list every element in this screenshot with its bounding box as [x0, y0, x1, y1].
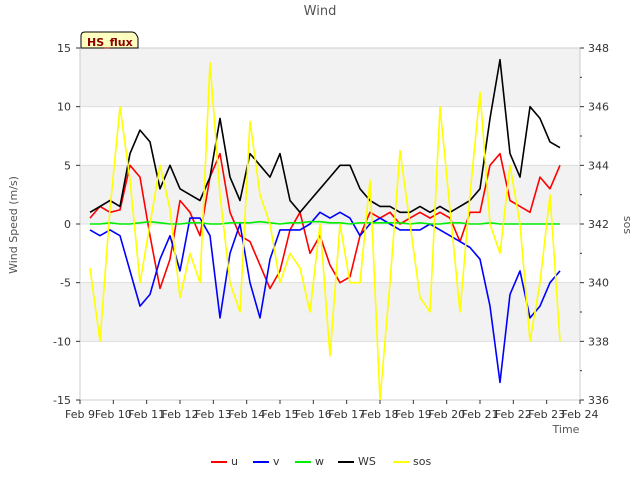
- x-tick-label: Feb 17: [328, 408, 365, 421]
- x-axis-label: Time: [552, 423, 580, 436]
- legend-label-sos: sos: [413, 455, 431, 468]
- y-tick-label: 5: [64, 159, 71, 172]
- x-tick-label: Feb 11: [128, 408, 165, 421]
- x-tick-label: Feb 21: [462, 408, 499, 421]
- y-tick-label: 10: [57, 101, 71, 114]
- background-band: [80, 48, 580, 107]
- legend-label-v: v: [273, 455, 280, 468]
- x-tick-label: Feb 10: [95, 408, 132, 421]
- series-line-ws: [89, 58, 561, 214]
- x-tick-label: Feb 22: [495, 408, 532, 421]
- chart-title: Wind: [304, 4, 337, 19]
- x-tick-label: Feb 19: [395, 408, 432, 421]
- y2-tick-label: 342: [588, 218, 609, 231]
- series-line-u: [89, 152, 561, 290]
- y2-axis-label: sos: [621, 216, 634, 234]
- series-line-v: [89, 211, 561, 384]
- y-tick-label: 15: [57, 42, 71, 55]
- y2-tick-label: 348: [588, 42, 609, 55]
- y-tick-label: 0: [64, 218, 71, 231]
- badge-label: HS_flux: [87, 36, 133, 49]
- y2-tick-label: 338: [588, 335, 609, 348]
- legend-label-ws: WS: [358, 455, 376, 468]
- badge-box: [80, 31, 139, 49]
- x-tick-label: Feb 12: [162, 408, 199, 421]
- x-tick-label: Feb 15: [262, 408, 299, 421]
- hs-flux-badge: HS_flux: [80, 31, 139, 49]
- legend-label-u: u: [231, 455, 238, 468]
- background-band: [80, 106, 580, 166]
- y2-tick-label: 336: [588, 394, 609, 407]
- legend-label-w: w: [315, 455, 324, 468]
- series-line-sos: [89, 61, 561, 401]
- x-tick-label: Feb 13: [195, 408, 232, 421]
- y2-tick-label: 340: [588, 277, 609, 290]
- y-tick-label: -10: [53, 335, 71, 348]
- x-tick-label: Feb 14: [228, 408, 265, 421]
- y-tick-label: -5: [60, 277, 71, 290]
- x-tick-label: Feb 18: [362, 408, 399, 421]
- y-tick-label: -15: [53, 394, 71, 407]
- series-line-w: [90, 220, 560, 225]
- x-tick-label: Feb 20: [428, 408, 465, 421]
- x-tick-label: Feb 24: [562, 408, 599, 421]
- x-tick-label: Feb 16: [295, 408, 332, 421]
- y-axis-ticks: -15 -10 -5 0 5 10 15: [53, 42, 80, 407]
- legend: u v w WS sos: [211, 455, 431, 468]
- background-band: [80, 282, 580, 342]
- background-band: [80, 224, 580, 283]
- series-lines: [89, 58, 561, 401]
- y2-tick-label: 344: [588, 159, 609, 172]
- y2-tick-label: 346: [588, 101, 609, 114]
- x-tick-label: Feb 23: [528, 408, 565, 421]
- x-tick-label: Feb 9: [65, 408, 95, 421]
- background-band: [80, 165, 580, 224]
- y-axis-label: Wind Speed (m/s): [7, 176, 20, 274]
- y2-axis-ticks: 336 338 340 342 344 346 348: [580, 42, 609, 407]
